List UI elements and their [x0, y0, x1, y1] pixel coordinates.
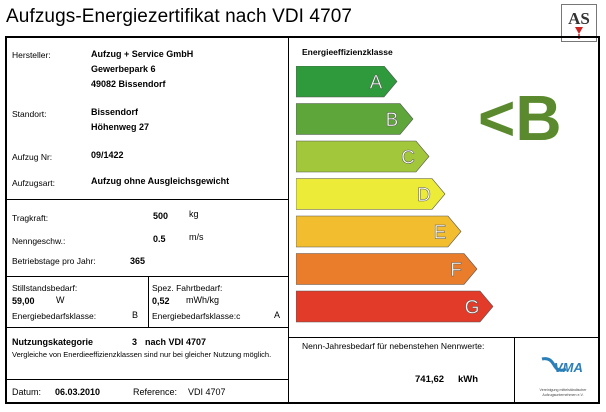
efficiency-arrow-d — [296, 178, 446, 210]
efficiency-class-a: A — [296, 66, 398, 98]
efficiency-letter-e: E — [434, 223, 447, 244]
efficiency-class-g: G — [296, 290, 494, 323]
certificate-title: Aufzugs-Energiezertifikat nach VDI 4707 — [6, 6, 353, 27]
tragkraft-label: Tragkraft: — [12, 213, 49, 223]
stillstand-label: Stillstandsbedarf: — [12, 283, 78, 293]
efficiency-letter-g: G — [465, 298, 480, 319]
bedarf-divider — [148, 277, 149, 327]
nutzung-suffix: nach VDI 4707 — [145, 337, 207, 347]
jahresbedarf-value: 741,62 — [415, 374, 445, 385]
standort-label: Standort: — [12, 109, 47, 119]
efficiency-letter-c: C — [401, 148, 415, 169]
as-logo: AS — [561, 4, 597, 42]
jahresbedarf-label: Nenn-Jahresbedarf für nebenstehen Nennwe… — [302, 341, 485, 351]
hersteller-line-1: Aufzug + Service GmbH — [91, 49, 194, 59]
efficiency-arrow-b — [296, 103, 414, 135]
column-divider — [288, 37, 289, 403]
betriebstage-label: Betriebstage pro Jahr: — [12, 256, 96, 266]
vma-logo-text: VMA — [554, 360, 583, 375]
efficiency-arrow-a — [296, 66, 398, 98]
fahrt-class-value: A — [274, 310, 281, 320]
certificate-frame — [5, 36, 600, 404]
nutzung-note: Vergleiche von Enerdieeffizienzklassen s… — [12, 350, 272, 359]
stillstand-class-label: Energiebedarfsklasse: — [12, 311, 97, 321]
nenngeschw-value: 0.5 — [153, 234, 166, 244]
divider-2 — [6, 276, 288, 277]
stillstand-value: 59,00 — [12, 296, 35, 306]
efficiency-class-d: D — [296, 178, 446, 210]
nutzung-value: 3 — [132, 337, 138, 347]
efficiency-letter-a: A — [370, 73, 383, 94]
efficiency-result: <B — [478, 82, 562, 154]
divider-right — [289, 337, 599, 338]
stillstand-class-value: B — [132, 310, 139, 320]
datum-value: 06.03.2010 — [55, 387, 101, 397]
efficiency-class-e: E — [296, 215, 462, 248]
efficiency-letter-d: D — [417, 185, 431, 206]
divider-3 — [6, 327, 288, 328]
vma-logo: VMA — [540, 355, 590, 377]
reference-value: VDI 4707 — [188, 387, 226, 397]
nutzung-label: Nutzungskategorie — [12, 337, 94, 347]
fahrt-class-label: Energiebedarfsklasse:c — [152, 311, 241, 321]
reference-label: Reference: — [133, 387, 178, 397]
efficiency-class-b: B — [296, 103, 414, 135]
divider-1 — [6, 199, 288, 200]
stillstand-unit: W — [56, 295, 65, 305]
datum-label: Datum: — [12, 387, 42, 397]
aufzugsart-label: Aufzugsart: — [12, 178, 55, 188]
tragkraft-value: 500 — [153, 211, 169, 221]
tragkraft-unit: kg — [189, 209, 199, 219]
efficiency-class-f: F — [296, 253, 478, 285]
efficiency-arrow-g — [296, 290, 494, 323]
efficiency-arrow-c — [296, 140, 430, 173]
aufzug-nr-label: Aufzug Nr: — [12, 152, 53, 162]
efficiency-letter-f: F — [450, 260, 462, 281]
vma-divider — [514, 337, 515, 403]
efficiency-arrow-f — [296, 253, 478, 285]
nenngeschw-label: Nenngeschw.: — [12, 236, 66, 246]
fahrt-unit: mWh/kg — [186, 295, 220, 305]
standort-line-1: Bissendorf — [91, 107, 139, 117]
nenngeschw-unit: m/s — [189, 232, 204, 242]
efficiency-class-c: C — [296, 140, 430, 173]
betriebstage-value: 365 — [130, 256, 146, 266]
hersteller-line-3: 49082 Bissendorf — [91, 79, 166, 89]
hersteller-line-2: Gewerbepark 6 — [91, 64, 156, 74]
efficiency-arrow-e — [296, 215, 462, 248]
hersteller-label: Hersteller: — [12, 50, 51, 60]
aufzugsart-value: Aufzug ohne Ausgleichsgewicht — [91, 176, 230, 186]
jahresbedarf-unit: kWh — [458, 374, 479, 385]
vma-caption: Vereinigung mittelständischer Aufzugsunt… — [539, 388, 587, 397]
fahrt-label: Spez. Fahrtbedarf: — [152, 283, 223, 293]
aufzug-nr-value: 09/1422 — [91, 150, 124, 160]
divider-4 — [6, 379, 288, 380]
standort-line-2: Höhenweg 27 — [91, 122, 150, 132]
fahrt-value: 0,52 — [152, 296, 170, 306]
effizienz-heading: Energieeffizienzklasse — [302, 47, 393, 57]
efficiency-letter-b: B — [386, 110, 399, 131]
as-logo-text: AS — [568, 9, 590, 28]
